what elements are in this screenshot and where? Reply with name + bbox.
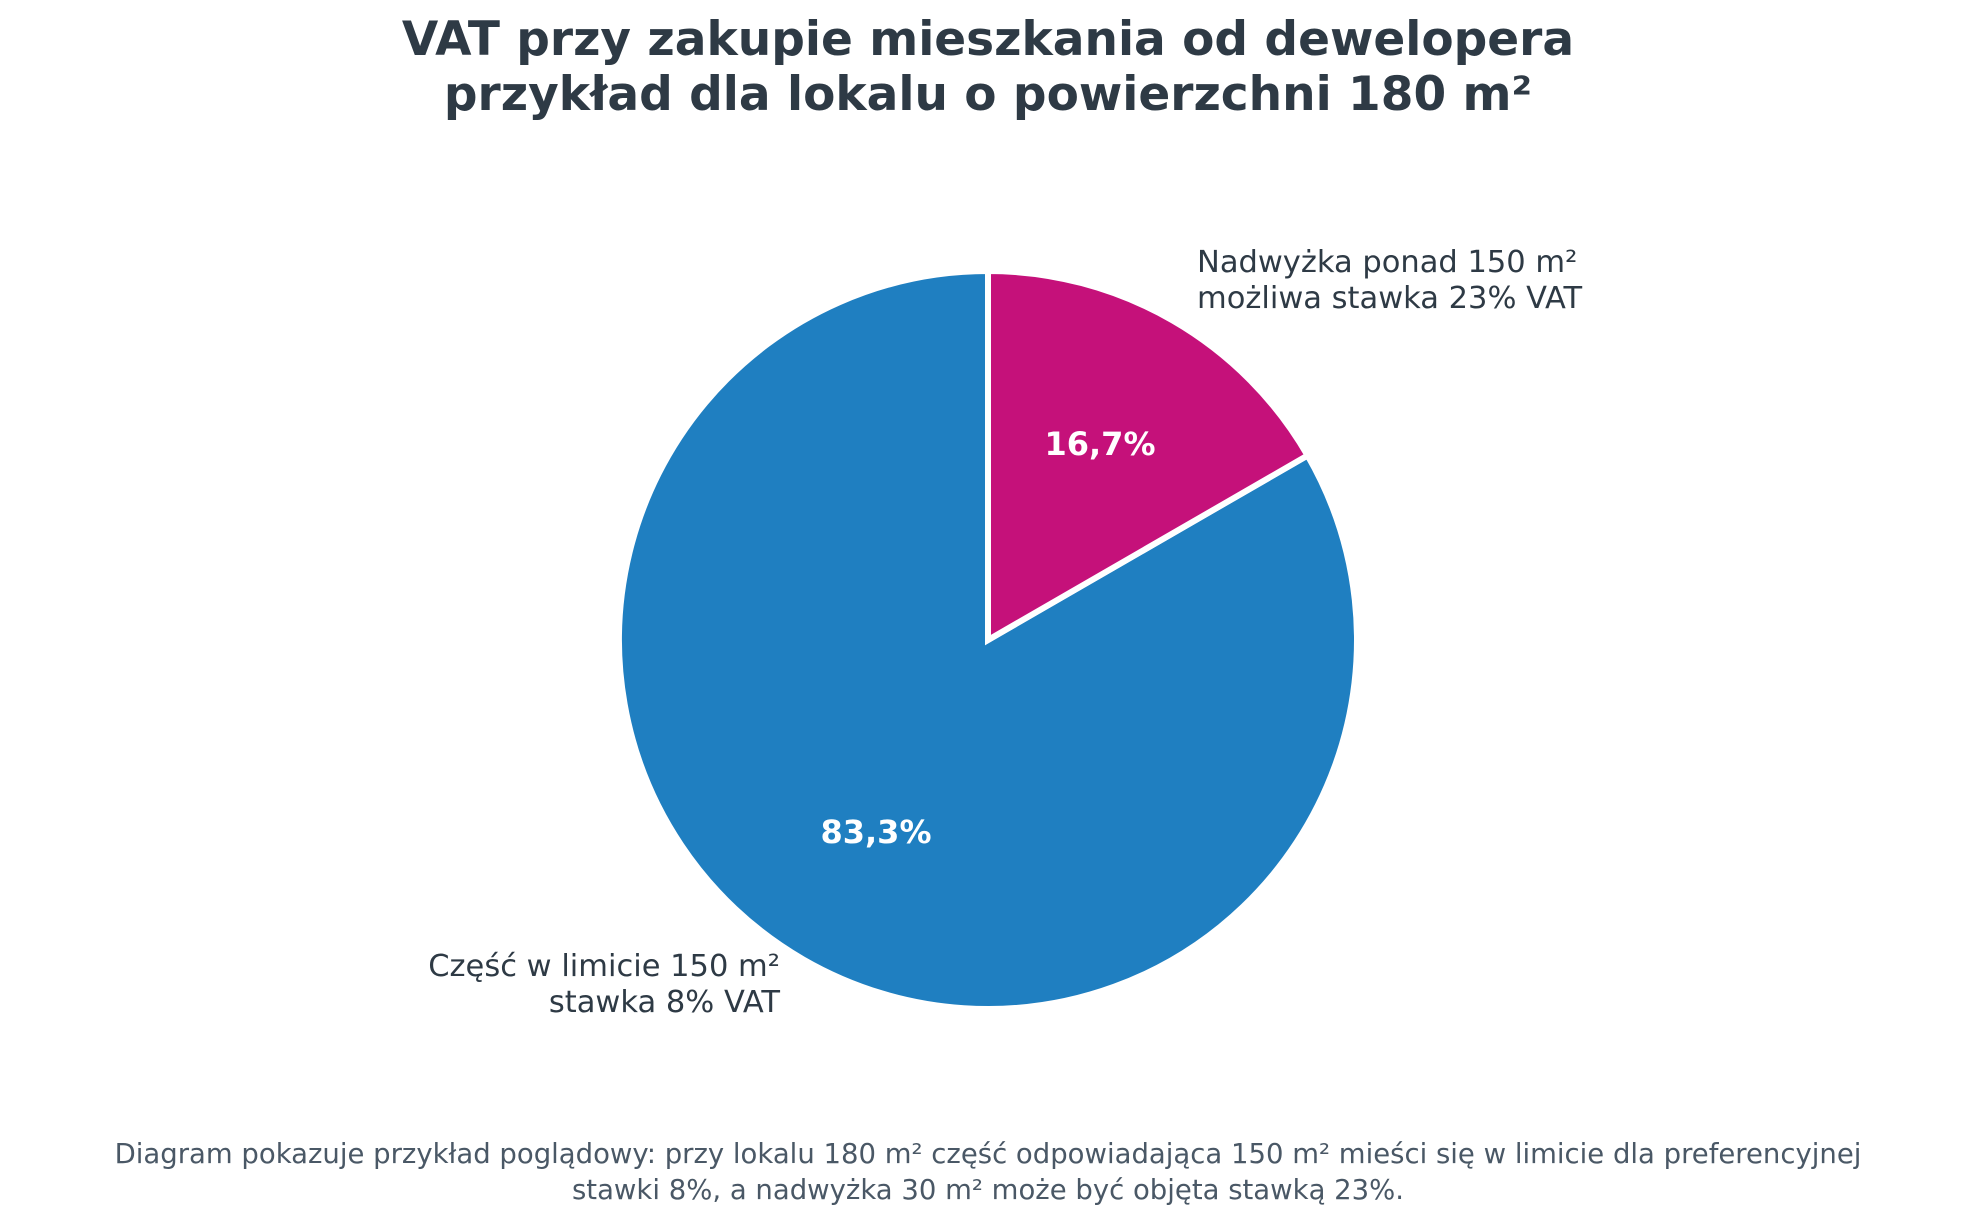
slice-label-surplus-line1: Nadwyżka ponad 150 m² <box>1197 245 1578 280</box>
chart-caption-line2: stawki 8%, a nadwyżka 30 m² może być obj… <box>571 1174 1405 1206</box>
slice-label-limit: Część w limicie 150 m² stawka 8% VAT <box>428 949 780 1021</box>
slice-label-limit-line1: Część w limicie 150 m² <box>428 949 780 984</box>
percent-label-surplus: 16,7% <box>1044 425 1156 463</box>
percent-label-limit: 83,3% <box>820 813 932 851</box>
slice-label-surplus: Nadwyżka ponad 150 m² możliwa stawka 23%… <box>1197 245 1582 317</box>
pie-slice-surplus <box>985 267 1312 646</box>
chart-caption: Diagram pokazuje przykład poglądowy: prz… <box>0 1136 1976 1208</box>
chart-title: VAT przy zakupie mieszkania od deweloper… <box>0 12 1976 122</box>
chart-title-line1: VAT przy zakupie mieszkania od deweloper… <box>401 12 1575 67</box>
pie-slice-limit-150 <box>616 267 1360 1012</box>
slice-label-limit-line2: stawka 8% VAT <box>548 985 780 1020</box>
slice-label-surplus-line2: możliwa stawka 23% VAT <box>1197 281 1583 316</box>
chart-title-line2: przykład dla lokalu o powierzchni 180 m² <box>443 67 1533 122</box>
chart-caption-line1: Diagram pokazuje przykład poglądowy: prz… <box>114 1138 1862 1170</box>
